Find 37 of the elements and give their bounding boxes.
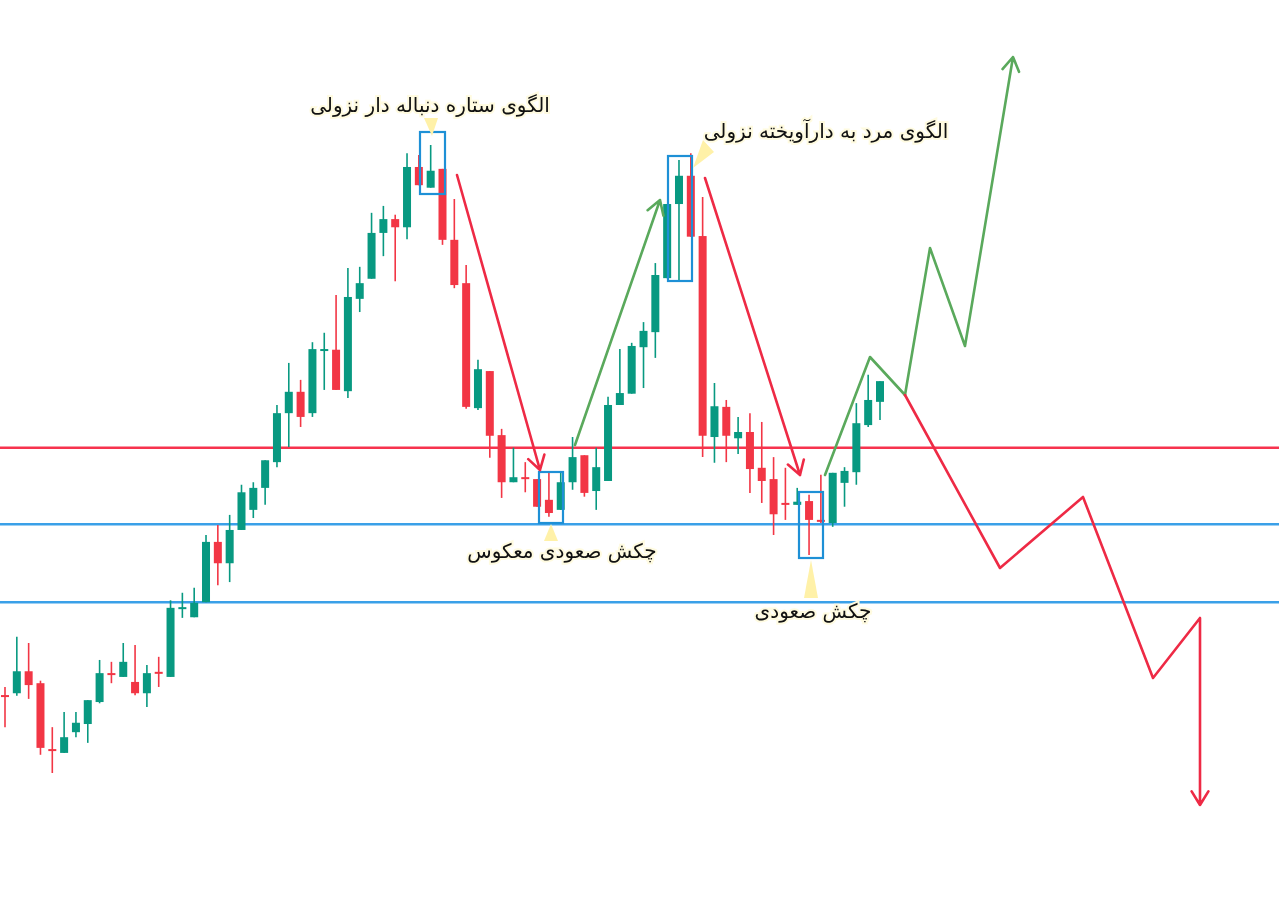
candlestick — [639, 321, 648, 389]
annotation: چکش صعودی — [754, 599, 872, 623]
candlestick — [178, 591, 187, 619]
candlestick — [284, 362, 293, 448]
candlestick — [379, 205, 388, 257]
candlestick — [355, 266, 364, 313]
candlestick — [781, 466, 790, 521]
candlestick — [876, 380, 884, 421]
candlestick — [521, 461, 530, 494]
candlestick — [391, 213, 400, 283]
candlestick — [12, 635, 21, 697]
candlestick — [734, 416, 743, 455]
text: الگوی ستاره دنباله دار نزولی — [310, 93, 550, 117]
candlestick — [48, 726, 57, 774]
candlestick — [154, 656, 163, 688]
candlestick — [805, 494, 814, 556]
candlestick — [249, 481, 258, 519]
candlestick — [320, 331, 329, 391]
candlestick — [592, 446, 601, 511]
text: الگوی مرد به دارآویخته نزولی — [703, 118, 949, 143]
candlestick — [426, 144, 435, 189]
candlestick — [509, 446, 518, 484]
candlestick — [83, 699, 92, 744]
candlestick — [107, 661, 116, 684]
candlestick — [190, 586, 199, 619]
candlestick — [71, 711, 80, 738]
candlestick — [1, 686, 9, 728]
candlestick — [840, 466, 849, 508]
annotation: چکش صعودی معکوس — [467, 539, 657, 563]
candlestick — [60, 711, 69, 754]
candlestick — [142, 664, 151, 708]
candlestick — [213, 524, 222, 587]
candlestick — [544, 472, 553, 518]
candlestick — [119, 642, 128, 678]
candlestick — [24, 642, 33, 700]
candlestick — [615, 348, 624, 406]
candlestick — [131, 644, 140, 696]
